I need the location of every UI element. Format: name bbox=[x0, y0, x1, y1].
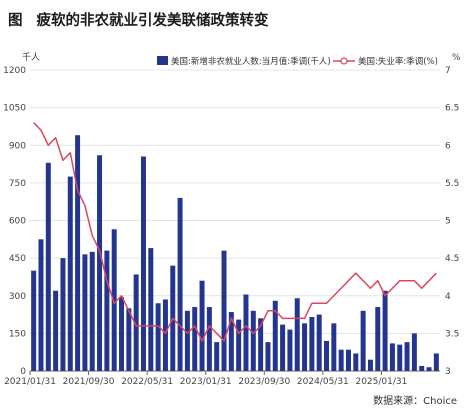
bar bbox=[345, 349, 351, 371]
bar bbox=[309, 317, 315, 371]
right-unit-label: % bbox=[452, 53, 461, 63]
x-tick-label: 2024/05/31 bbox=[297, 377, 349, 387]
bar bbox=[53, 290, 59, 371]
left-tick-label: 900 bbox=[9, 141, 26, 151]
legend: 美国:新增非农就业人数:当月值:季调(千人) 美国:失业率:季调(%) bbox=[157, 56, 438, 67]
bar bbox=[294, 298, 300, 371]
bar bbox=[192, 307, 198, 371]
right-tick-label: 5.5 bbox=[445, 179, 459, 189]
bar bbox=[162, 299, 168, 371]
bar bbox=[104, 250, 110, 371]
bar bbox=[382, 290, 388, 371]
bar bbox=[199, 280, 205, 371]
left-tick-label: 450 bbox=[9, 254, 26, 264]
bar bbox=[214, 342, 220, 371]
bar bbox=[331, 323, 337, 371]
bar bbox=[397, 344, 403, 371]
unemployment-line bbox=[33, 122, 437, 342]
bar bbox=[221, 250, 227, 371]
right-tick-label: 6 bbox=[445, 141, 451, 151]
right-tick-label: 7 bbox=[445, 66, 451, 76]
right-tick-label: 6.5 bbox=[445, 104, 459, 114]
left-tick-label: 600 bbox=[9, 217, 26, 227]
x-tick-label: 2023/01/31 bbox=[180, 377, 232, 387]
bar bbox=[155, 303, 161, 371]
right-tick-label: 3 bbox=[445, 367, 451, 377]
right-tick-label: 5 bbox=[445, 217, 451, 227]
bar bbox=[45, 162, 51, 371]
left-tick-label: 0 bbox=[20, 367, 26, 377]
bar bbox=[243, 294, 249, 371]
bar bbox=[119, 297, 125, 371]
x-tick-label: 2021/01/31 bbox=[4, 377, 56, 387]
bar bbox=[272, 300, 278, 371]
data-source: 数据来源：Choice bbox=[373, 396, 457, 407]
bar-series bbox=[31, 135, 439, 372]
x-tick-label: 2021/09/30 bbox=[63, 377, 115, 387]
bar bbox=[206, 307, 212, 371]
bar bbox=[60, 258, 66, 372]
legend-line-label: 美国:失业率:季调(%) bbox=[358, 56, 438, 67]
bar bbox=[228, 312, 234, 371]
bar bbox=[258, 318, 264, 371]
bar bbox=[287, 329, 293, 371]
bar bbox=[38, 239, 44, 371]
bar bbox=[360, 310, 366, 371]
legend-line-marker bbox=[340, 57, 348, 65]
x-tick-label: 2022/05/31 bbox=[121, 377, 173, 387]
left-tick-label: 1050 bbox=[3, 104, 26, 114]
legend-bar-label: 美国:新增非农就业人数:当月值:季调(千人) bbox=[171, 56, 331, 67]
legend-bar-swatch bbox=[157, 56, 168, 65]
bar bbox=[367, 359, 373, 371]
bar bbox=[250, 310, 256, 371]
bar bbox=[411, 333, 417, 372]
bar bbox=[126, 308, 132, 371]
bar bbox=[280, 324, 286, 371]
left-tick-label: 750 bbox=[9, 179, 26, 189]
bar bbox=[97, 155, 103, 371]
axes: 0 150 300 450 600 750 900 1050 1200 3 3.5 4 4.5 5 5.5 6… bbox=[3, 66, 459, 387]
bar bbox=[419, 365, 425, 371]
bar bbox=[75, 135, 81, 371]
bar bbox=[82, 254, 88, 371]
bar bbox=[426, 367, 432, 371]
bar bbox=[324, 340, 330, 371]
bar bbox=[111, 229, 117, 371]
bar bbox=[433, 353, 439, 371]
right-tick-label: 3.5 bbox=[445, 329, 459, 339]
right-tick-label: 4.5 bbox=[445, 254, 459, 264]
figure-label: 图 bbox=[8, 13, 23, 29]
bar bbox=[140, 156, 146, 371]
left-tick-label: 150 bbox=[9, 329, 26, 339]
line-series bbox=[33, 122, 437, 342]
bar bbox=[302, 323, 308, 371]
chart-title-text: 疲软的非农就业引发美联储政策转变 bbox=[36, 13, 269, 29]
bar bbox=[265, 342, 271, 371]
bar bbox=[184, 310, 190, 371]
left-unit-label: 千人 bbox=[22, 52, 40, 63]
bar bbox=[133, 274, 139, 371]
bar bbox=[236, 319, 242, 371]
bar bbox=[338, 349, 344, 371]
x-tick-label: 2023/09/30 bbox=[238, 377, 290, 387]
bar bbox=[148, 248, 154, 371]
bar bbox=[375, 307, 381, 371]
chart-title: 图疲软的非农就业引发美联储政策转变 bbox=[8, 9, 269, 30]
bar bbox=[89, 251, 95, 371]
left-tick-label: 1200 bbox=[3, 66, 26, 76]
right-tick-label: 4 bbox=[445, 292, 451, 302]
bar bbox=[67, 176, 73, 371]
bar bbox=[177, 197, 183, 371]
bar bbox=[31, 270, 37, 371]
bar bbox=[316, 314, 322, 371]
x-tick-label: 2025/01/31 bbox=[355, 377, 407, 387]
bar bbox=[353, 353, 359, 371]
bar bbox=[404, 342, 410, 371]
bar bbox=[389, 343, 395, 371]
left-tick-label: 300 bbox=[9, 292, 26, 302]
